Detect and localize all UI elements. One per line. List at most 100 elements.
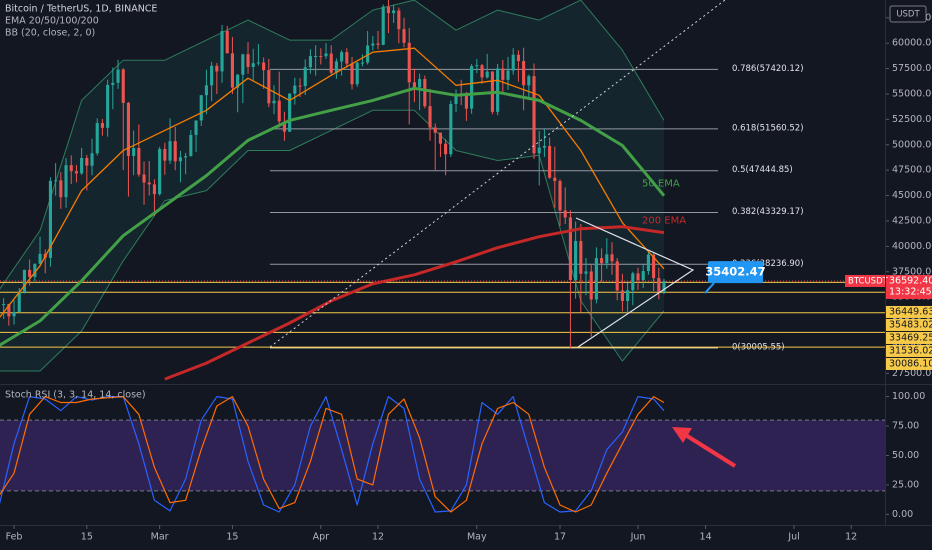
candle-body xyxy=(272,100,276,104)
candle-body xyxy=(355,62,359,85)
candle-body xyxy=(7,304,11,317)
candle-body xyxy=(152,184,156,195)
x-tick-label: 14 xyxy=(700,532,712,543)
candle-body xyxy=(563,210,567,218)
candle-body xyxy=(397,10,401,30)
candle-body xyxy=(106,84,110,128)
level-tag xyxy=(885,344,932,357)
candle-body xyxy=(319,55,323,57)
candle-body xyxy=(610,254,614,262)
y-tick-label: 40000.00 xyxy=(892,241,932,252)
candle-body xyxy=(38,253,42,264)
chart-title: Bitcoin / TetherUS, 1D, BINANCE xyxy=(5,4,157,15)
candle-body xyxy=(485,71,489,78)
stoch-panel: 0.00 25.00 50.00 75.00 100.00 xyxy=(0,391,925,520)
candle-body xyxy=(80,157,84,174)
line-series xyxy=(0,396,665,513)
trend-line xyxy=(269,0,726,348)
candle-body xyxy=(334,61,338,73)
candle-body xyxy=(116,69,120,83)
candle-body xyxy=(350,63,354,85)
fib-label: 0.618(51560.52) xyxy=(732,123,804,133)
candle-body xyxy=(371,43,375,46)
callout-label: 35402.47 xyxy=(705,265,765,279)
line-series xyxy=(0,396,665,513)
candle-body xyxy=(178,157,182,162)
candle-body xyxy=(256,62,260,64)
y-tick-label: 45000.00 xyxy=(892,190,932,201)
candle-body xyxy=(558,181,562,211)
candle-body xyxy=(501,68,505,80)
candle-body xyxy=(449,103,453,155)
candle-body xyxy=(620,290,624,302)
candle-body xyxy=(267,70,271,104)
candle-body xyxy=(126,102,130,156)
candle-body xyxy=(69,165,73,172)
currency-label: USDT xyxy=(896,10,920,20)
candle-body xyxy=(444,143,448,155)
x-tick-label: Jun xyxy=(630,532,646,543)
y-tick-label: 60000.00 xyxy=(892,38,932,49)
candle-body xyxy=(215,65,219,72)
candle-body xyxy=(553,177,557,182)
candle-body xyxy=(220,31,224,72)
candle-body xyxy=(163,148,167,161)
candle-body xyxy=(522,61,526,86)
candle-body xyxy=(54,180,58,182)
candle-body xyxy=(199,95,203,121)
candle-body xyxy=(158,148,162,195)
x-tick-label: Mar xyxy=(151,532,169,543)
candle-body xyxy=(464,95,468,109)
x-tick-label: Jul xyxy=(787,532,799,543)
line-series xyxy=(0,109,665,372)
candle-body xyxy=(288,93,292,132)
fib-label: 0.786(57420.12) xyxy=(732,64,804,74)
indicator-label: EMA 20/50/100/200 xyxy=(5,16,99,27)
candle-body xyxy=(641,271,645,280)
symbol-tag xyxy=(845,274,885,287)
candle-body xyxy=(225,31,229,54)
x-tick-label: 12 xyxy=(372,532,384,543)
candle-body xyxy=(293,85,297,94)
fib-label: 0.236(38236.90) xyxy=(732,259,804,269)
currency-box xyxy=(889,5,927,23)
candle-body xyxy=(428,106,432,128)
candle-body xyxy=(277,100,281,122)
candle-body xyxy=(48,180,52,258)
x-tick-label: May xyxy=(467,532,487,543)
series-label: 200 EMA xyxy=(642,216,686,227)
candle-body xyxy=(392,10,396,14)
fib-label: 0.5(47444.85) xyxy=(732,165,793,175)
last-price-label: 36592.40 xyxy=(889,275,932,286)
candle-body xyxy=(511,54,515,71)
countdown-label: 13:32:45 xyxy=(889,286,932,297)
candle-body xyxy=(542,145,546,148)
candle-body xyxy=(418,79,422,88)
candle-body xyxy=(132,148,136,156)
callout-pointer xyxy=(704,282,715,294)
y-tick-label: 27500.00 xyxy=(892,368,932,379)
y-tick-label: 37500.00 xyxy=(892,266,932,277)
candle-body xyxy=(480,65,484,78)
candle-body xyxy=(423,79,427,107)
candle-body xyxy=(454,93,458,104)
indicator-label: Stoch RSI (3, 3, 14, 14, close) xyxy=(5,390,146,401)
candle-body xyxy=(111,82,115,85)
x-tick-label: Feb xyxy=(6,532,23,543)
level-tag xyxy=(885,331,932,344)
candle-body xyxy=(142,174,146,183)
level-label: 35483.02 xyxy=(889,319,932,330)
overlay xyxy=(269,0,737,468)
candle-body xyxy=(282,121,286,132)
series-label: 50 EMA xyxy=(642,179,680,190)
candle-body xyxy=(59,180,63,198)
candle-body xyxy=(360,62,364,64)
arrow-head xyxy=(672,427,692,443)
y-tick-label: 100.00 xyxy=(892,391,925,402)
candle-body xyxy=(204,85,208,96)
candle-body xyxy=(662,281,666,292)
candle-body xyxy=(90,153,94,166)
candle-body xyxy=(236,74,240,88)
